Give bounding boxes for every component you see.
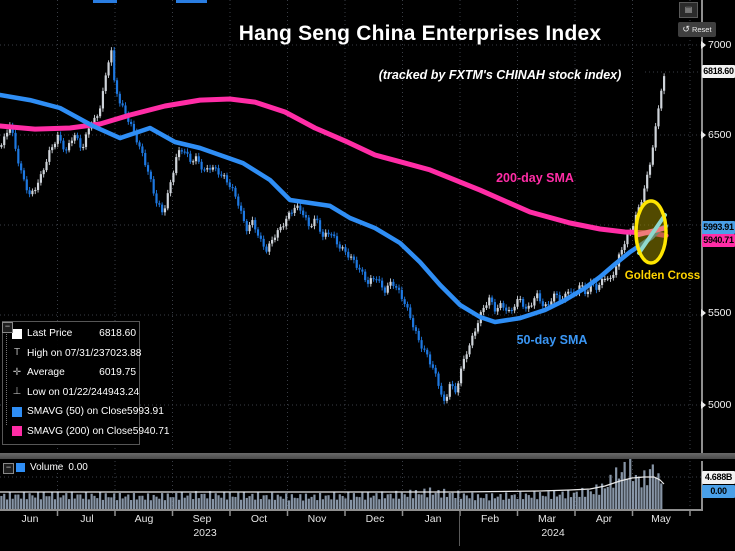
volume-collapse-icon[interactable]: − <box>3 463 14 474</box>
y-axis-label-text: 5500 <box>708 307 732 319</box>
volume-series-swatch <box>16 463 25 472</box>
reset-circular-arrow-icon: ↺ <box>682 24 690 34</box>
x-axis-month-label: Sep <box>192 513 212 525</box>
y-axis-label-text: 5000 <box>708 399 732 411</box>
legend-tree-rail <box>6 332 7 425</box>
legend-row[interactable]: SMAVG (50) on Close 5993.91 <box>3 402 164 422</box>
chart-subtitle: (tracked by FXTM's CHINAH stock index) <box>378 68 622 82</box>
x-axis-month-label: Feb <box>480 513 500 525</box>
x-axis-month-label: Mar <box>537 513 557 525</box>
legend-collapse-icon[interactable]: − <box>2 322 13 333</box>
x-axis-month-label: Oct <box>250 513 268 525</box>
legend-value: 5993.91 <box>127 406 164 418</box>
x-axis-month-label: Jan <box>424 513 442 525</box>
x-axis-year-label: 2024 <box>541 527 565 539</box>
legend-value: 5940.71 <box>132 425 170 437</box>
top-accent-strip <box>176 0 207 3</box>
axis-tick-arrow-icon <box>701 309 706 317</box>
legend-label: Low on 01/22/24 <box>27 386 103 398</box>
legend-row[interactable]: ✛ Average 6019.75 <box>3 363 139 383</box>
y-axis-label: 5000 <box>701 399 731 411</box>
y-axis-label-text: 6500 <box>708 129 732 141</box>
sma50-line <box>0 92 669 325</box>
x-axis-month-label: Jul <box>80 513 94 525</box>
axis-tick-arrow-icon <box>701 131 706 139</box>
volume-label: Volume <box>30 462 64 473</box>
low-marker-icon: ⊥ <box>12 386 22 398</box>
volume-header[interactable]: Volume 0.00 <box>16 462 88 473</box>
pink-square-icon <box>12 426 22 437</box>
x-axis-month-label: May <box>651 513 671 525</box>
legend-value: 7023.88 <box>104 347 142 359</box>
y-axis-label: 5500 <box>701 307 731 319</box>
legend-box: Last Price 6818.60 T High on 07/31/23 7023.8… <box>2 321 170 445</box>
legend-label: SMAVG (50) on Close <box>27 406 128 418</box>
legend-value: 6019.75 <box>99 367 136 379</box>
y-axis-label: 6500 <box>701 129 731 141</box>
chart-title: Hang Seng China Enterprises Index <box>238 22 602 45</box>
average-marker-icon: ✛ <box>12 366 22 378</box>
sma200-annotation: 200-day SMA <box>496 171 574 185</box>
x-axis-month-label: Dec <box>365 513 385 525</box>
reset-button[interactable]: ↺ Reset <box>678 22 716 37</box>
legend-label: SMAVG (200) on Close <box>27 425 133 437</box>
legend-label: High on 07/31/23 <box>27 347 105 359</box>
white-square-icon <box>12 328 22 339</box>
axis-tick-arrow-icon <box>701 401 706 409</box>
year-divider-line <box>459 512 460 546</box>
sma50-annotation: 50-day SMA <box>516 333 588 347</box>
legend-row[interactable]: T High on 07/31/23 7023.88 <box>3 344 142 364</box>
axis-price-badge: 4.688B <box>702 471 735 484</box>
volume-value: 0.00 <box>68 462 88 473</box>
legend-label: Last Price <box>27 328 73 340</box>
axis-price-badge: 6818.60 <box>702 65 735 78</box>
golden-cross-annotation: Golden Cross <box>624 270 701 282</box>
legend-label: Average <box>27 367 65 379</box>
reset-button-label: Reset <box>691 25 712 34</box>
axis-price-badge: 0.00 <box>702 485 735 498</box>
volume-bars <box>0 458 663 509</box>
legend-value: 6818.60 <box>99 328 136 340</box>
chart-menu-icon[interactable]: ▤ <box>679 2 698 18</box>
sma200-line <box>0 96 669 239</box>
axis-price-badge: 5940.71 <box>702 234 735 247</box>
x-axis-month-label: Jun <box>21 513 39 525</box>
axis-price-badge: 5993.91 <box>702 221 735 234</box>
legend-row[interactable]: Last Price 6818.60 <box>3 324 139 344</box>
high-marker-icon: T <box>13 347 21 359</box>
x-axis-month-label: Aug <box>134 513 154 525</box>
x-axis-month-label: Nov <box>307 513 327 525</box>
x-axis-year-label: 2023 <box>193 527 217 539</box>
golden-cross-highlight <box>634 199 668 265</box>
y-axis-label-text: 7000 <box>708 39 732 51</box>
y-axis-label: 7000 <box>701 39 731 51</box>
blue-square-icon <box>12 406 22 417</box>
legend-value: 4943.24 <box>102 386 140 398</box>
x-axis-month-label: Apr <box>595 513 613 525</box>
legend-row[interactable]: ⊥ Low on 01/22/24 4943.24 <box>3 383 140 403</box>
legend-row[interactable]: SMAVG (200) on Close 5940.71 <box>3 422 170 442</box>
volume-ma-line <box>0 476 665 493</box>
pane-splitter[interactable] <box>0 453 735 459</box>
axis-tick-arrow-icon <box>701 41 706 49</box>
top-accent-strip <box>93 0 117 3</box>
